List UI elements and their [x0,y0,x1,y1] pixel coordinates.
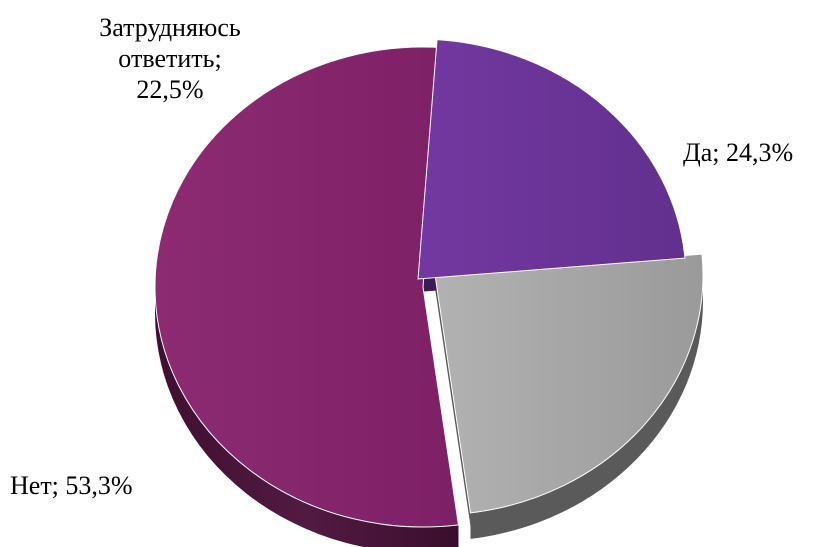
data-label-net: Нет; 53,3% [10,470,133,501]
data-label-zatrudnyayus-line1: Затрудняюсь [55,12,285,43]
data-label-zatrudnyayus-line2: ответить; [55,43,285,74]
slice-net [155,47,458,527]
slice-zatrudnyayus [418,40,685,279]
data-label-da: Да; 24,3% [683,137,793,168]
slice-da [435,254,703,513]
data-label-zatrudnyayus-line3: 22,5% [55,74,285,105]
data-label-zatrudnyayus: Затрудняюсь ответить; 22,5% [55,12,285,105]
